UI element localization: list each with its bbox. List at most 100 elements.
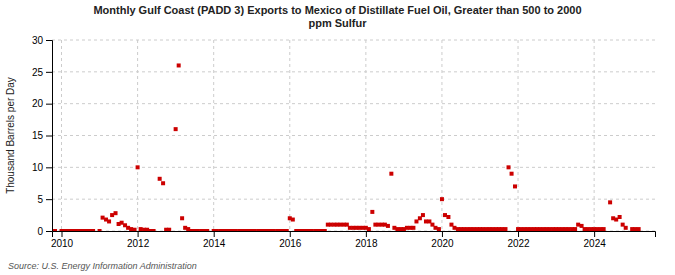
x-tick-label: 2018 [355,238,378,249]
y-tick-label: 15 [32,130,44,141]
point [120,221,124,225]
y-tick-mark [46,40,52,41]
point [243,229,247,231]
x-tick-mark [366,231,367,237]
y-tick-label: 0 [37,226,43,237]
y-tick-mark [46,104,52,105]
point [389,172,393,176]
point [567,227,571,231]
point [614,218,618,222]
y-grid-line [52,71,655,72]
point [453,226,457,230]
y-grid-line [52,135,655,136]
point [602,227,606,231]
point [338,223,342,227]
point [148,229,152,231]
point [367,227,371,231]
x-tick: 2022 [507,231,530,249]
chart: Monthly Gulf Coast (PADD 3) Exports to M… [0,0,675,275]
point [421,213,425,217]
y-grid-line [52,199,655,200]
point [491,227,495,231]
plot-area: 2010 2012 2014 2016 2018 2020 2022 2024 0 5 10 15 20… [32,35,656,249]
point [519,227,523,231]
point [481,227,485,231]
x-grid-line [594,40,595,231]
point [72,229,76,231]
x-tick-label: 2014 [203,238,226,249]
x-tick-label: 2020 [431,238,454,249]
y-tick-mark [46,72,52,73]
y-axis-title: Thousand Barrels per Day [5,77,16,194]
point [53,229,57,231]
point [300,229,304,231]
point [139,227,143,231]
point [446,215,450,219]
point [323,229,327,231]
point [329,223,333,227]
x-tick-mark [594,231,595,237]
point [386,224,390,228]
x-tick-label: 2016 [279,238,302,249]
y-tick: 0 [37,226,52,237]
point [167,228,171,231]
point [63,229,67,231]
title-line: ppm Sulfur [308,17,367,29]
grid [52,40,655,231]
point [98,229,102,231]
y-tick-label: 30 [32,35,44,46]
x-tick: 2018 [355,231,378,249]
point [576,223,580,227]
point [538,227,542,231]
point [180,216,184,220]
point [114,211,118,215]
point [608,200,612,204]
point [174,127,178,131]
x-tick: 2014 [203,231,226,249]
x-tick-label: 2010 [51,238,74,249]
x-axis: 2010 2012 2014 2016 2018 2020 2022 2024 [51,231,656,249]
point [285,229,289,231]
x-grid-line [289,40,290,231]
point [158,177,162,181]
point [348,226,352,230]
point [529,227,533,231]
point [548,227,552,231]
point [513,184,517,188]
x-tick-mark [290,231,291,237]
point [443,213,447,217]
y-tick-mark [46,136,52,137]
y-tick: 25 [32,67,52,78]
y-tick-label: 20 [32,98,44,109]
x-grid-line [518,40,519,231]
y-tick: 5 [37,194,52,205]
point [224,229,228,231]
point [262,229,266,231]
x-tick-label: 2012 [127,238,150,249]
x-tick: 2010 [51,231,74,249]
x-tick-mark [138,231,139,237]
point [440,197,444,201]
y-axis-line [46,41,53,232]
point [586,227,590,231]
title: Monthly Gulf Coast (PADD 3) Exports to M… [93,4,581,29]
x-tick-label: 2024 [584,238,607,249]
point [310,229,314,231]
points [53,63,641,231]
point [510,172,514,176]
point [196,229,200,231]
point [462,227,466,231]
point [411,226,415,230]
point [234,229,238,231]
point [133,228,137,231]
x-grid-line [441,40,442,231]
y-axis: 0 5 10 15 20 25 30 [32,35,53,237]
point [110,213,114,217]
x-tick: 2024 [584,231,607,249]
point [357,226,361,230]
x-tick: 2016 [279,231,302,249]
point [503,227,507,231]
point [152,229,156,231]
y-tick-label: 10 [32,162,44,173]
point [624,226,628,230]
